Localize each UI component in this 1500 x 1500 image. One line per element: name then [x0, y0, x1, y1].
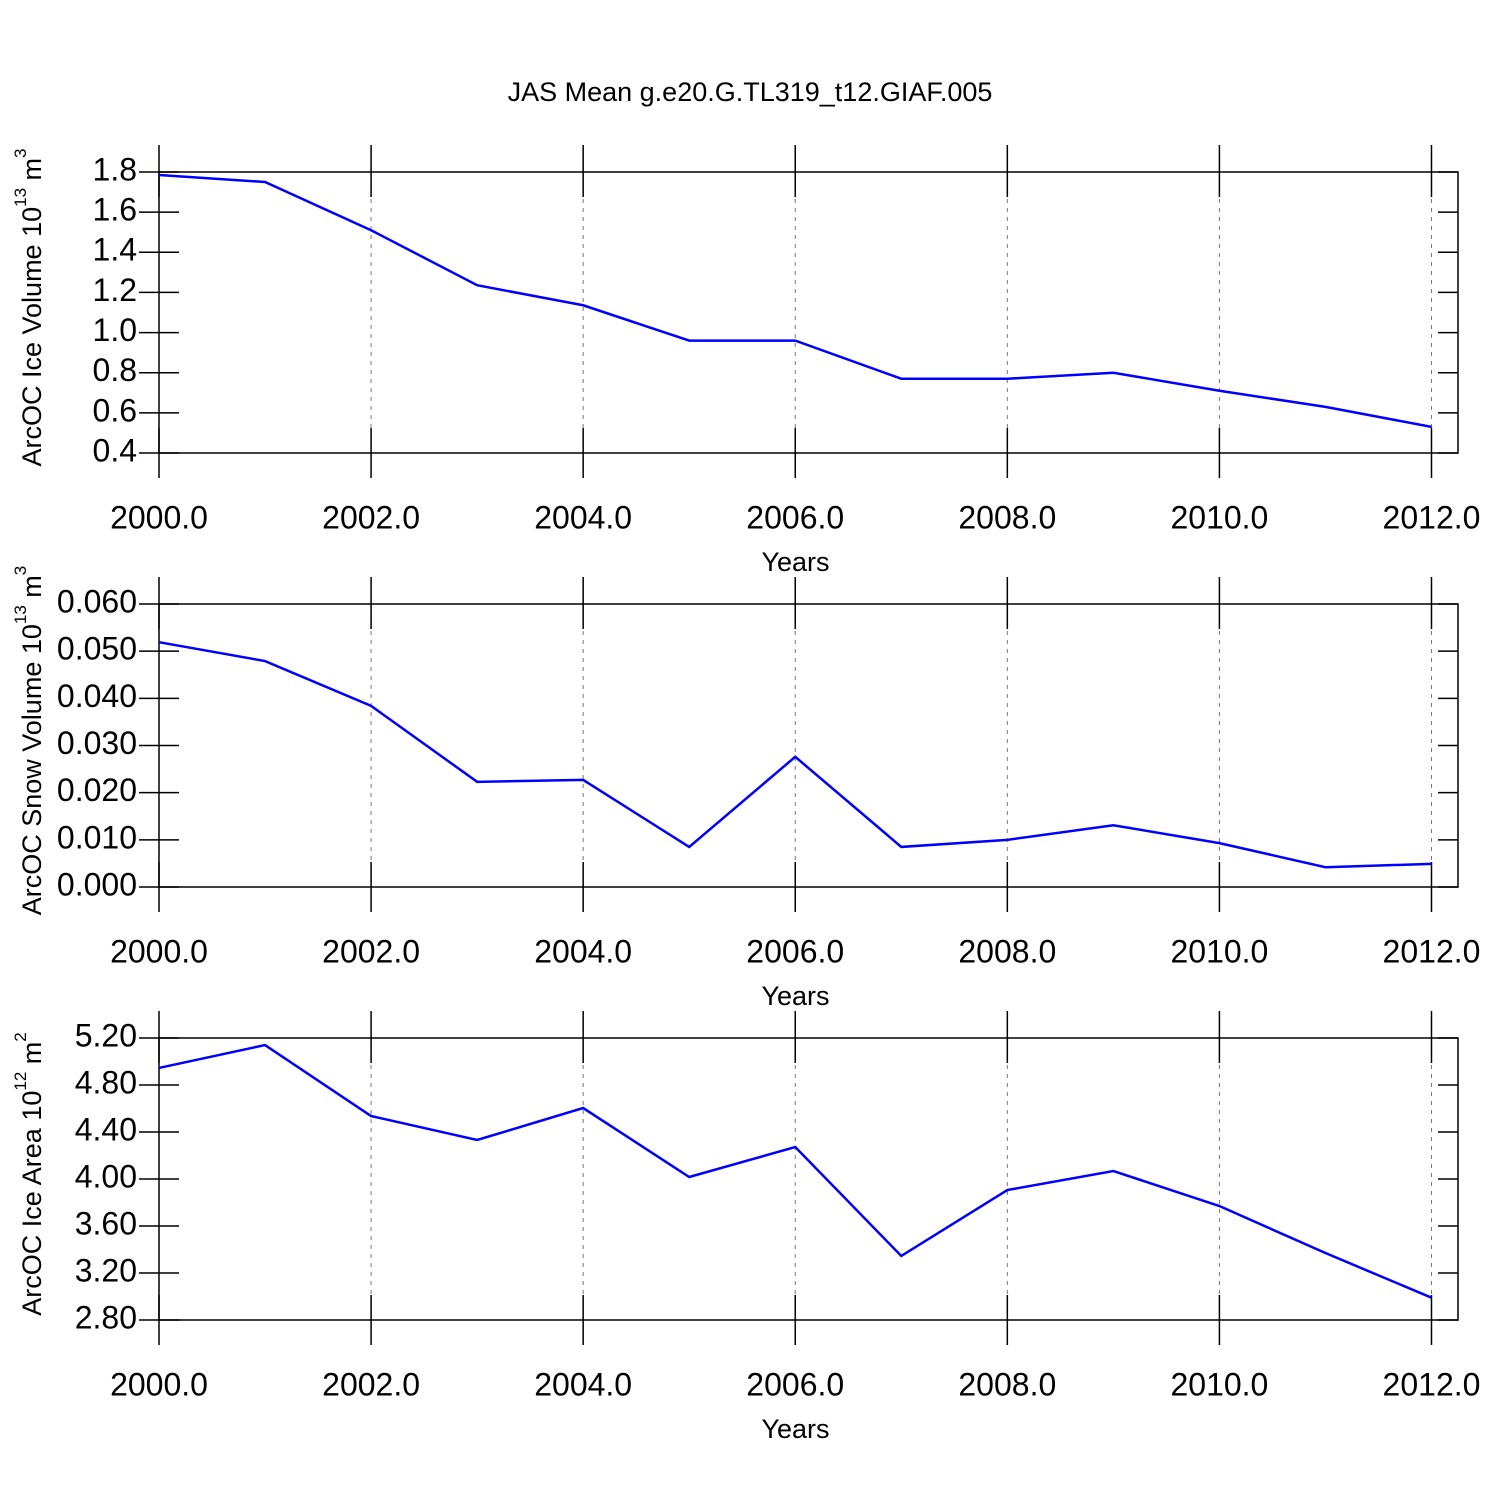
- data-line: [158, 173, 1432, 429]
- chart-title: JAS Mean g.e20.G.TL319_t12.GIAF.005: [508, 77, 993, 107]
- superscript: 13: [11, 605, 30, 624]
- y-tick-label: 3.20: [75, 1252, 137, 1288]
- y-tick-label: 1.0: [93, 312, 137, 348]
- y-tick-label: 4.80: [75, 1064, 137, 1100]
- superscript: 2: [11, 1032, 30, 1041]
- y-tick-label: 0.4: [93, 432, 137, 468]
- x-tick-label: 2000.0: [110, 499, 208, 535]
- x-tick-label: 2006.0: [746, 499, 844, 535]
- data-line: [158, 1043, 1432, 1299]
- y-tick-label: 0.030: [57, 725, 137, 761]
- y-axis-label: ArcOC Ice Volume 1013 m3: [11, 148, 47, 466]
- y-tick-label: 1.6: [93, 192, 137, 228]
- y-tick-label: 4.40: [75, 1111, 137, 1147]
- label-part: m: [17, 1042, 47, 1072]
- label-part: ArcOC Ice Area 10: [17, 1091, 47, 1316]
- plot-frame: [158, 1037, 1459, 1321]
- y-tick-label: 0.040: [57, 678, 137, 714]
- x-tick-label: 2006.0: [746, 933, 844, 969]
- label-part: m: [17, 575, 47, 605]
- x-tick-label: 2002.0: [322, 1366, 420, 1402]
- y-tick-label: 0.020: [57, 772, 137, 808]
- y-tick-label: 3.60: [75, 1205, 137, 1241]
- superscript: 3: [11, 566, 30, 575]
- x-tick-label: 2002.0: [322, 933, 420, 969]
- y-tick-label: 0.000: [57, 866, 137, 902]
- x-tick-label: 2010.0: [1170, 933, 1268, 969]
- x-tick-label: 2004.0: [534, 933, 632, 969]
- x-tick-label: 2010.0: [1170, 499, 1268, 535]
- x-axis-label: Years: [761, 1414, 829, 1444]
- x-tick-label: 2008.0: [958, 499, 1056, 535]
- x-tick-label: 2008.0: [958, 1366, 1056, 1402]
- y-tick-label: 0.6: [93, 392, 137, 428]
- x-tick-label: 2008.0: [958, 933, 1056, 969]
- label-part: ArcOC Snow Volume 10: [17, 624, 47, 915]
- superscript: 13: [11, 188, 30, 207]
- y-tick-label: 4.00: [75, 1158, 137, 1194]
- y-tick-label: 0.010: [57, 819, 137, 855]
- plot-frame: [158, 603, 1459, 888]
- x-tick-label: 2012.0: [1383, 1366, 1481, 1402]
- x-tick-label: 2002.0: [322, 499, 420, 535]
- plot-frame: [158, 171, 1459, 454]
- x-tick-label: 2012.0: [1383, 933, 1481, 969]
- x-tick-label: 2004.0: [534, 1366, 632, 1402]
- x-tick-label: 2004.0: [534, 499, 632, 535]
- x-tick-label: 2012.0: [1383, 499, 1481, 535]
- x-tick-label: 2000.0: [110, 1366, 208, 1402]
- y-tick-label: 0.050: [57, 631, 137, 667]
- y-axis-label: ArcOC Snow Volume 1013 m3: [11, 566, 47, 916]
- y-tick-label: 5.20: [75, 1017, 137, 1053]
- x-tick-label: 2000.0: [110, 933, 208, 969]
- x-axis-label: Years: [761, 547, 829, 577]
- x-axis-label: Years: [761, 981, 829, 1011]
- y-tick-label: 1.4: [93, 232, 137, 268]
- data-line: [158, 640, 1432, 869]
- y-axis-label: ArcOC Ice Area 1012 m2: [11, 1032, 47, 1316]
- label-part: m: [17, 158, 47, 188]
- label-part: ArcOC Ice Volume 10: [17, 207, 47, 467]
- superscript: 3: [11, 148, 30, 157]
- y-tick-label: 1.8: [93, 151, 137, 187]
- superscript: 12: [11, 1072, 30, 1091]
- x-tick-label: 2006.0: [746, 1366, 844, 1402]
- y-tick-label: 0.060: [57, 583, 137, 619]
- y-tick-label: 2.80: [75, 1299, 137, 1335]
- x-tick-label: 2010.0: [1170, 1366, 1268, 1402]
- y-tick-label: 1.2: [93, 272, 137, 308]
- y-tick-label: 0.8: [93, 352, 137, 388]
